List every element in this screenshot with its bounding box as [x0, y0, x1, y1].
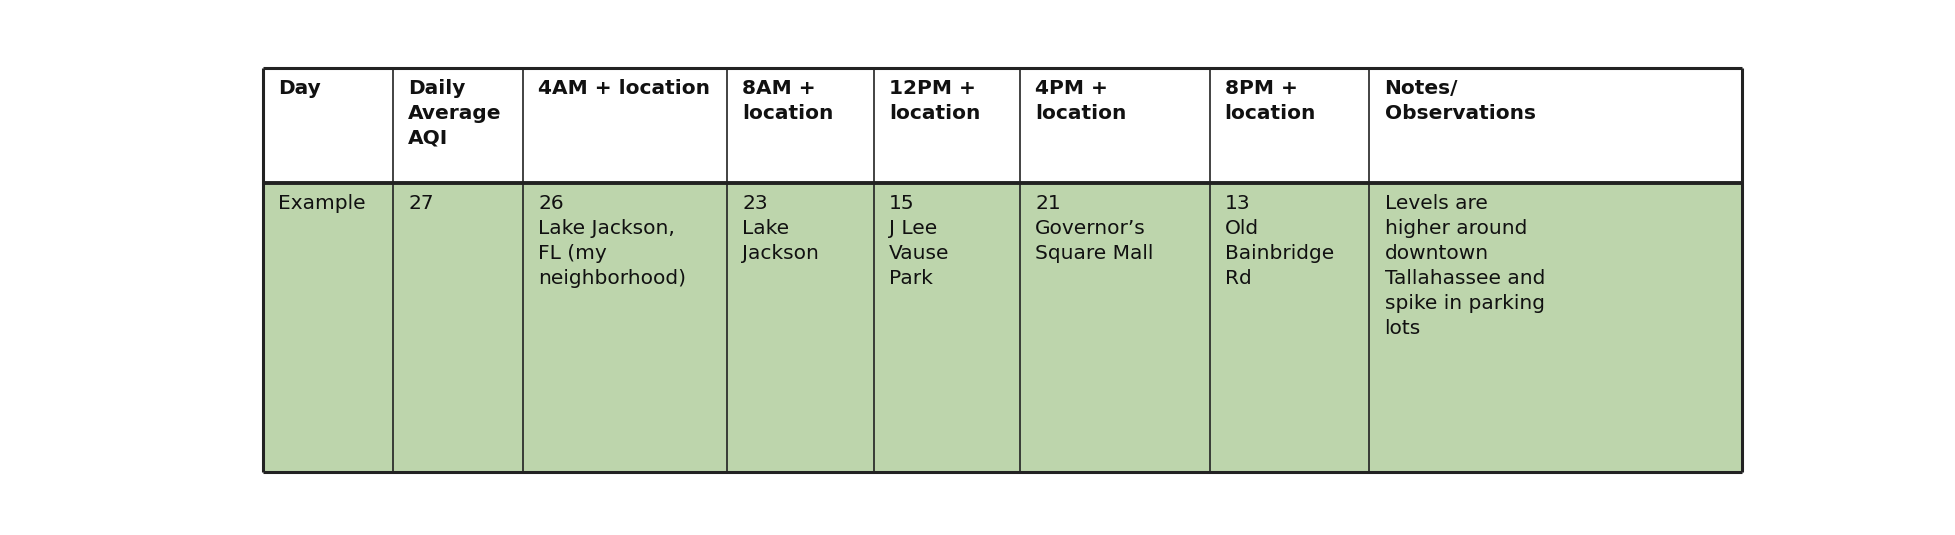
Bar: [874, 68, 1021, 184]
Bar: [262, 68, 393, 184]
Text: 26
Lake Jackson,
FL (my
neighborhood): 26 Lake Jackson, FL (my neighborhood): [538, 194, 686, 288]
Text: 15
J Lee
Vause
Park: 15 J Lee Vause Park: [888, 194, 948, 288]
Bar: [727, 68, 874, 184]
Text: Day: Day: [278, 79, 321, 97]
Text: 4PM +
location: 4PM + location: [1034, 79, 1126, 123]
Bar: [1021, 68, 1208, 184]
Text: 27: 27: [409, 194, 434, 213]
Bar: [1368, 184, 1742, 472]
Text: 12PM +
location: 12PM + location: [888, 79, 979, 123]
Text: Levels are
higher around
downtown
Tallahassee and
spike in parking
lots: Levels are higher around downtown Tallah…: [1384, 194, 1544, 338]
Text: Daily
Average
AQI: Daily Average AQI: [409, 79, 500, 148]
Bar: [262, 184, 393, 472]
Bar: [522, 68, 727, 184]
Bar: [393, 68, 522, 184]
Text: 8PM +
location: 8PM + location: [1224, 79, 1316, 123]
Text: Notes/
Observations: Notes/ Observations: [1384, 79, 1535, 123]
Text: 23
Lake
Jackson: 23 Lake Jackson: [743, 194, 819, 263]
Bar: [874, 184, 1021, 472]
Text: 13
Old
Bainbridge
Rd: 13 Old Bainbridge Rd: [1224, 194, 1333, 288]
Bar: [1021, 184, 1208, 472]
Bar: [1208, 184, 1368, 472]
Bar: [1208, 68, 1368, 184]
Bar: [727, 184, 874, 472]
Text: 8AM +
location: 8AM + location: [743, 79, 833, 123]
Text: 21
Governor’s
Square Mall: 21 Governor’s Square Mall: [1034, 194, 1153, 263]
Text: Example: Example: [278, 194, 366, 213]
Text: 4AM + location: 4AM + location: [538, 79, 710, 97]
Bar: [1368, 68, 1742, 184]
Bar: [522, 184, 727, 472]
Bar: [393, 184, 522, 472]
